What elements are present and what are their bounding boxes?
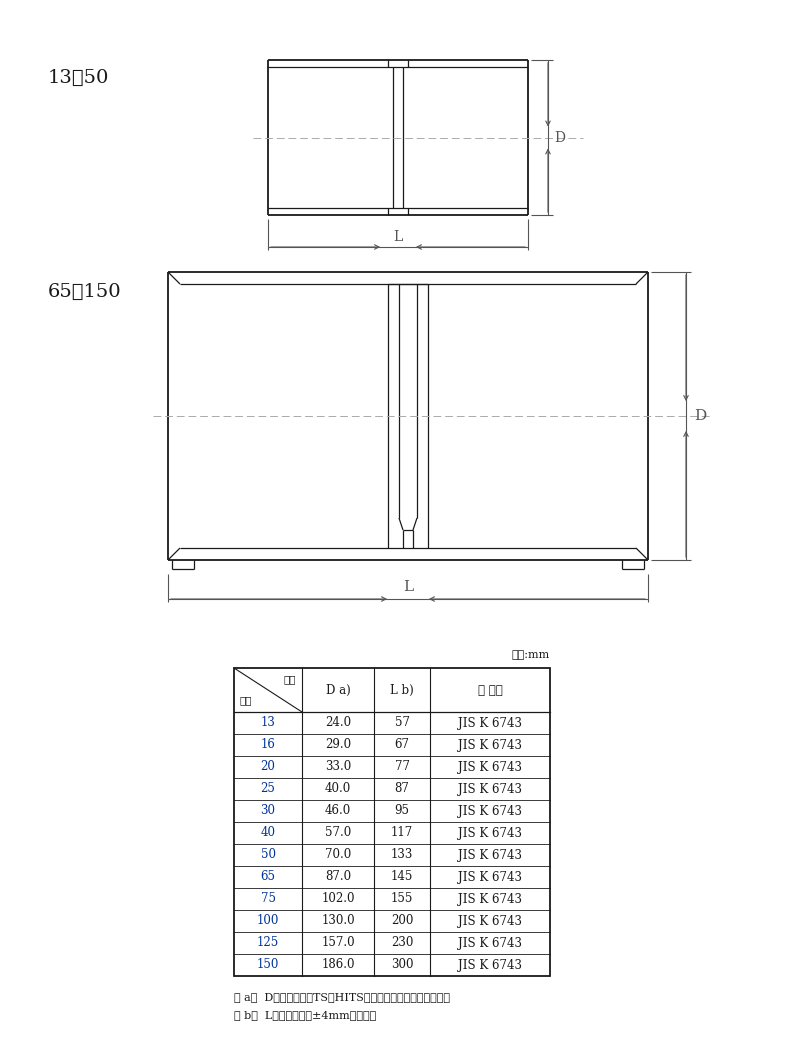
Text: 95: 95 — [394, 805, 410, 817]
Text: 102.0: 102.0 — [322, 893, 354, 905]
Text: 注 a）  Dの許容差は、TS・HITS継手受口共通寸法図による。: 注 a） Dの許容差は、TS・HITS継手受口共通寸法図による。 — [234, 992, 450, 1002]
Text: 30: 30 — [261, 805, 275, 817]
Bar — [234, 668, 550, 976]
Text: 記号: 記号 — [283, 675, 296, 684]
Text: 65～150: 65～150 — [48, 283, 122, 301]
Text: 33.0: 33.0 — [325, 761, 351, 773]
Text: 67: 67 — [394, 739, 410, 751]
Text: 29.0: 29.0 — [325, 739, 351, 751]
Text: 186.0: 186.0 — [322, 959, 354, 971]
Text: 13: 13 — [261, 717, 275, 729]
Text: JIS K 6743: JIS K 6743 — [458, 937, 522, 949]
Text: 130.0: 130.0 — [321, 915, 355, 927]
Text: 133: 133 — [391, 849, 413, 861]
Text: 40.0: 40.0 — [325, 783, 351, 795]
Text: 65: 65 — [261, 871, 275, 883]
Text: JIS K 6743: JIS K 6743 — [458, 805, 522, 817]
Text: L b): L b) — [390, 683, 414, 697]
Text: 13～50: 13～50 — [48, 69, 110, 87]
Text: D: D — [554, 131, 566, 145]
Text: 20: 20 — [261, 761, 275, 773]
Text: JIS K 6743: JIS K 6743 — [458, 827, 522, 839]
Text: 75: 75 — [261, 893, 275, 905]
Text: JIS K 6743: JIS K 6743 — [458, 849, 522, 861]
Text: 46.0: 46.0 — [325, 805, 351, 817]
Text: 57.0: 57.0 — [325, 827, 351, 839]
Text: L: L — [394, 230, 402, 244]
Text: D a): D a) — [326, 683, 350, 697]
Text: 155: 155 — [391, 893, 413, 905]
Text: JIS K 6743: JIS K 6743 — [458, 739, 522, 751]
Text: 呼径: 呼径 — [239, 696, 251, 705]
Text: 157.0: 157.0 — [321, 937, 355, 949]
Text: D: D — [694, 409, 706, 423]
Text: 40: 40 — [261, 827, 275, 839]
Text: 117: 117 — [391, 827, 413, 839]
Text: 57: 57 — [394, 717, 410, 729]
Text: 200: 200 — [391, 915, 413, 927]
Text: 70.0: 70.0 — [325, 849, 351, 861]
Text: 300: 300 — [390, 959, 414, 971]
Text: JIS K 6743: JIS K 6743 — [458, 871, 522, 883]
Text: 77: 77 — [394, 761, 410, 773]
Text: 125: 125 — [257, 937, 279, 949]
Text: 24.0: 24.0 — [325, 717, 351, 729]
Text: 87.0: 87.0 — [325, 871, 351, 883]
Text: 単位:mm: 単位:mm — [512, 650, 550, 660]
Text: JIS K 6743: JIS K 6743 — [458, 761, 522, 773]
Text: 150: 150 — [257, 959, 279, 971]
Text: JIS K 6743: JIS K 6743 — [458, 915, 522, 927]
Text: JIS K 6743: JIS K 6743 — [458, 717, 522, 729]
Text: JIS K 6743: JIS K 6743 — [458, 893, 522, 905]
Text: 16: 16 — [261, 739, 275, 751]
Text: 87: 87 — [394, 783, 410, 795]
Text: 145: 145 — [391, 871, 413, 883]
Text: 注 b）  Lの許容差は、±4mmとする。: 注 b） Lの許容差は、±4mmとする。 — [234, 1010, 376, 1020]
Text: L: L — [403, 580, 413, 594]
Text: JIS K 6743: JIS K 6743 — [458, 959, 522, 971]
Text: 25: 25 — [261, 783, 275, 795]
Text: 100: 100 — [257, 915, 279, 927]
Text: 規 　格: 規 格 — [478, 683, 502, 697]
Text: 230: 230 — [391, 937, 413, 949]
Text: 50: 50 — [261, 849, 275, 861]
Text: JIS K 6743: JIS K 6743 — [458, 783, 522, 795]
